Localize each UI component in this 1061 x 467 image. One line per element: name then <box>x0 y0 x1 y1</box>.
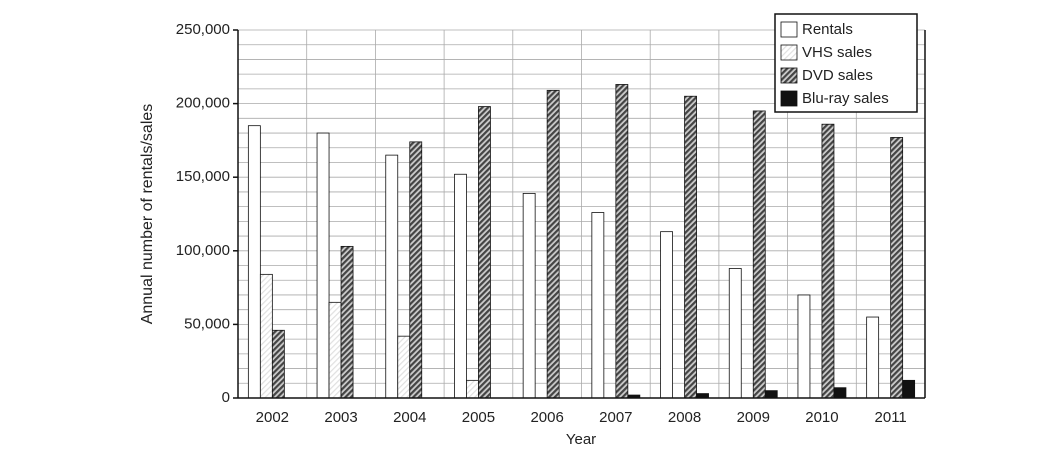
bar <box>316 132 330 399</box>
y-tick-label: 200,000 <box>176 95 230 112</box>
bar <box>660 231 673 399</box>
legend-swatch <box>780 21 798 38</box>
legend-swatch <box>780 44 798 61</box>
bar <box>728 268 742 399</box>
bar <box>752 110 766 399</box>
legend-swatch <box>780 90 798 107</box>
bar <box>397 335 411 399</box>
bar <box>478 106 491 399</box>
bar <box>902 379 916 399</box>
x-tick-label: 2004 <box>393 409 426 426</box>
legend-label: DVD sales <box>802 67 873 84</box>
bar <box>546 89 560 399</box>
bar <box>454 173 467 399</box>
legend-label: Rentals <box>802 21 853 38</box>
bar <box>615 84 629 399</box>
bar <box>247 125 261 399</box>
bar <box>522 192 536 399</box>
y-tick-label: 250,000 <box>176 21 230 38</box>
bar <box>340 245 354 399</box>
x-tick-label: 2003 <box>324 409 357 426</box>
bar <box>764 390 778 399</box>
bar <box>821 123 835 399</box>
legend-label: Blu-ray sales <box>802 90 889 107</box>
y-axis-label: Annual number of rentals/sales <box>139 104 156 325</box>
y-tick-label: 0 <box>222 389 230 406</box>
bar <box>833 387 847 399</box>
x-axis-label: Year <box>566 431 596 448</box>
x-tick-label: 2005 <box>462 409 495 426</box>
x-tick-label: 2011 <box>875 409 907 426</box>
y-tick-label: 50,000 <box>184 315 230 332</box>
bar <box>328 301 342 399</box>
bar <box>409 141 423 399</box>
y-tick-label: 100,000 <box>176 242 230 259</box>
legend-label: VHS sales <box>802 44 872 61</box>
bar <box>259 273 273 399</box>
y-tick-label: 150,000 <box>176 168 230 185</box>
legend-box <box>774 13 918 113</box>
bar <box>385 154 399 399</box>
bar <box>866 316 880 399</box>
legend-swatch <box>780 67 798 84</box>
bar <box>466 379 479 399</box>
bar <box>797 294 811 399</box>
bar <box>591 212 605 399</box>
x-tick-label: 2007 <box>599 409 632 426</box>
bar <box>890 137 904 399</box>
x-tick-label: 2010 <box>805 409 838 426</box>
x-tick-label: 2009 <box>737 409 770 426</box>
x-tick-label: 2006 <box>530 409 563 426</box>
x-tick-label: 2008 <box>668 409 701 426</box>
bar <box>684 95 697 399</box>
bar <box>271 329 285 399</box>
x-tick-label: 2002 <box>256 409 289 426</box>
